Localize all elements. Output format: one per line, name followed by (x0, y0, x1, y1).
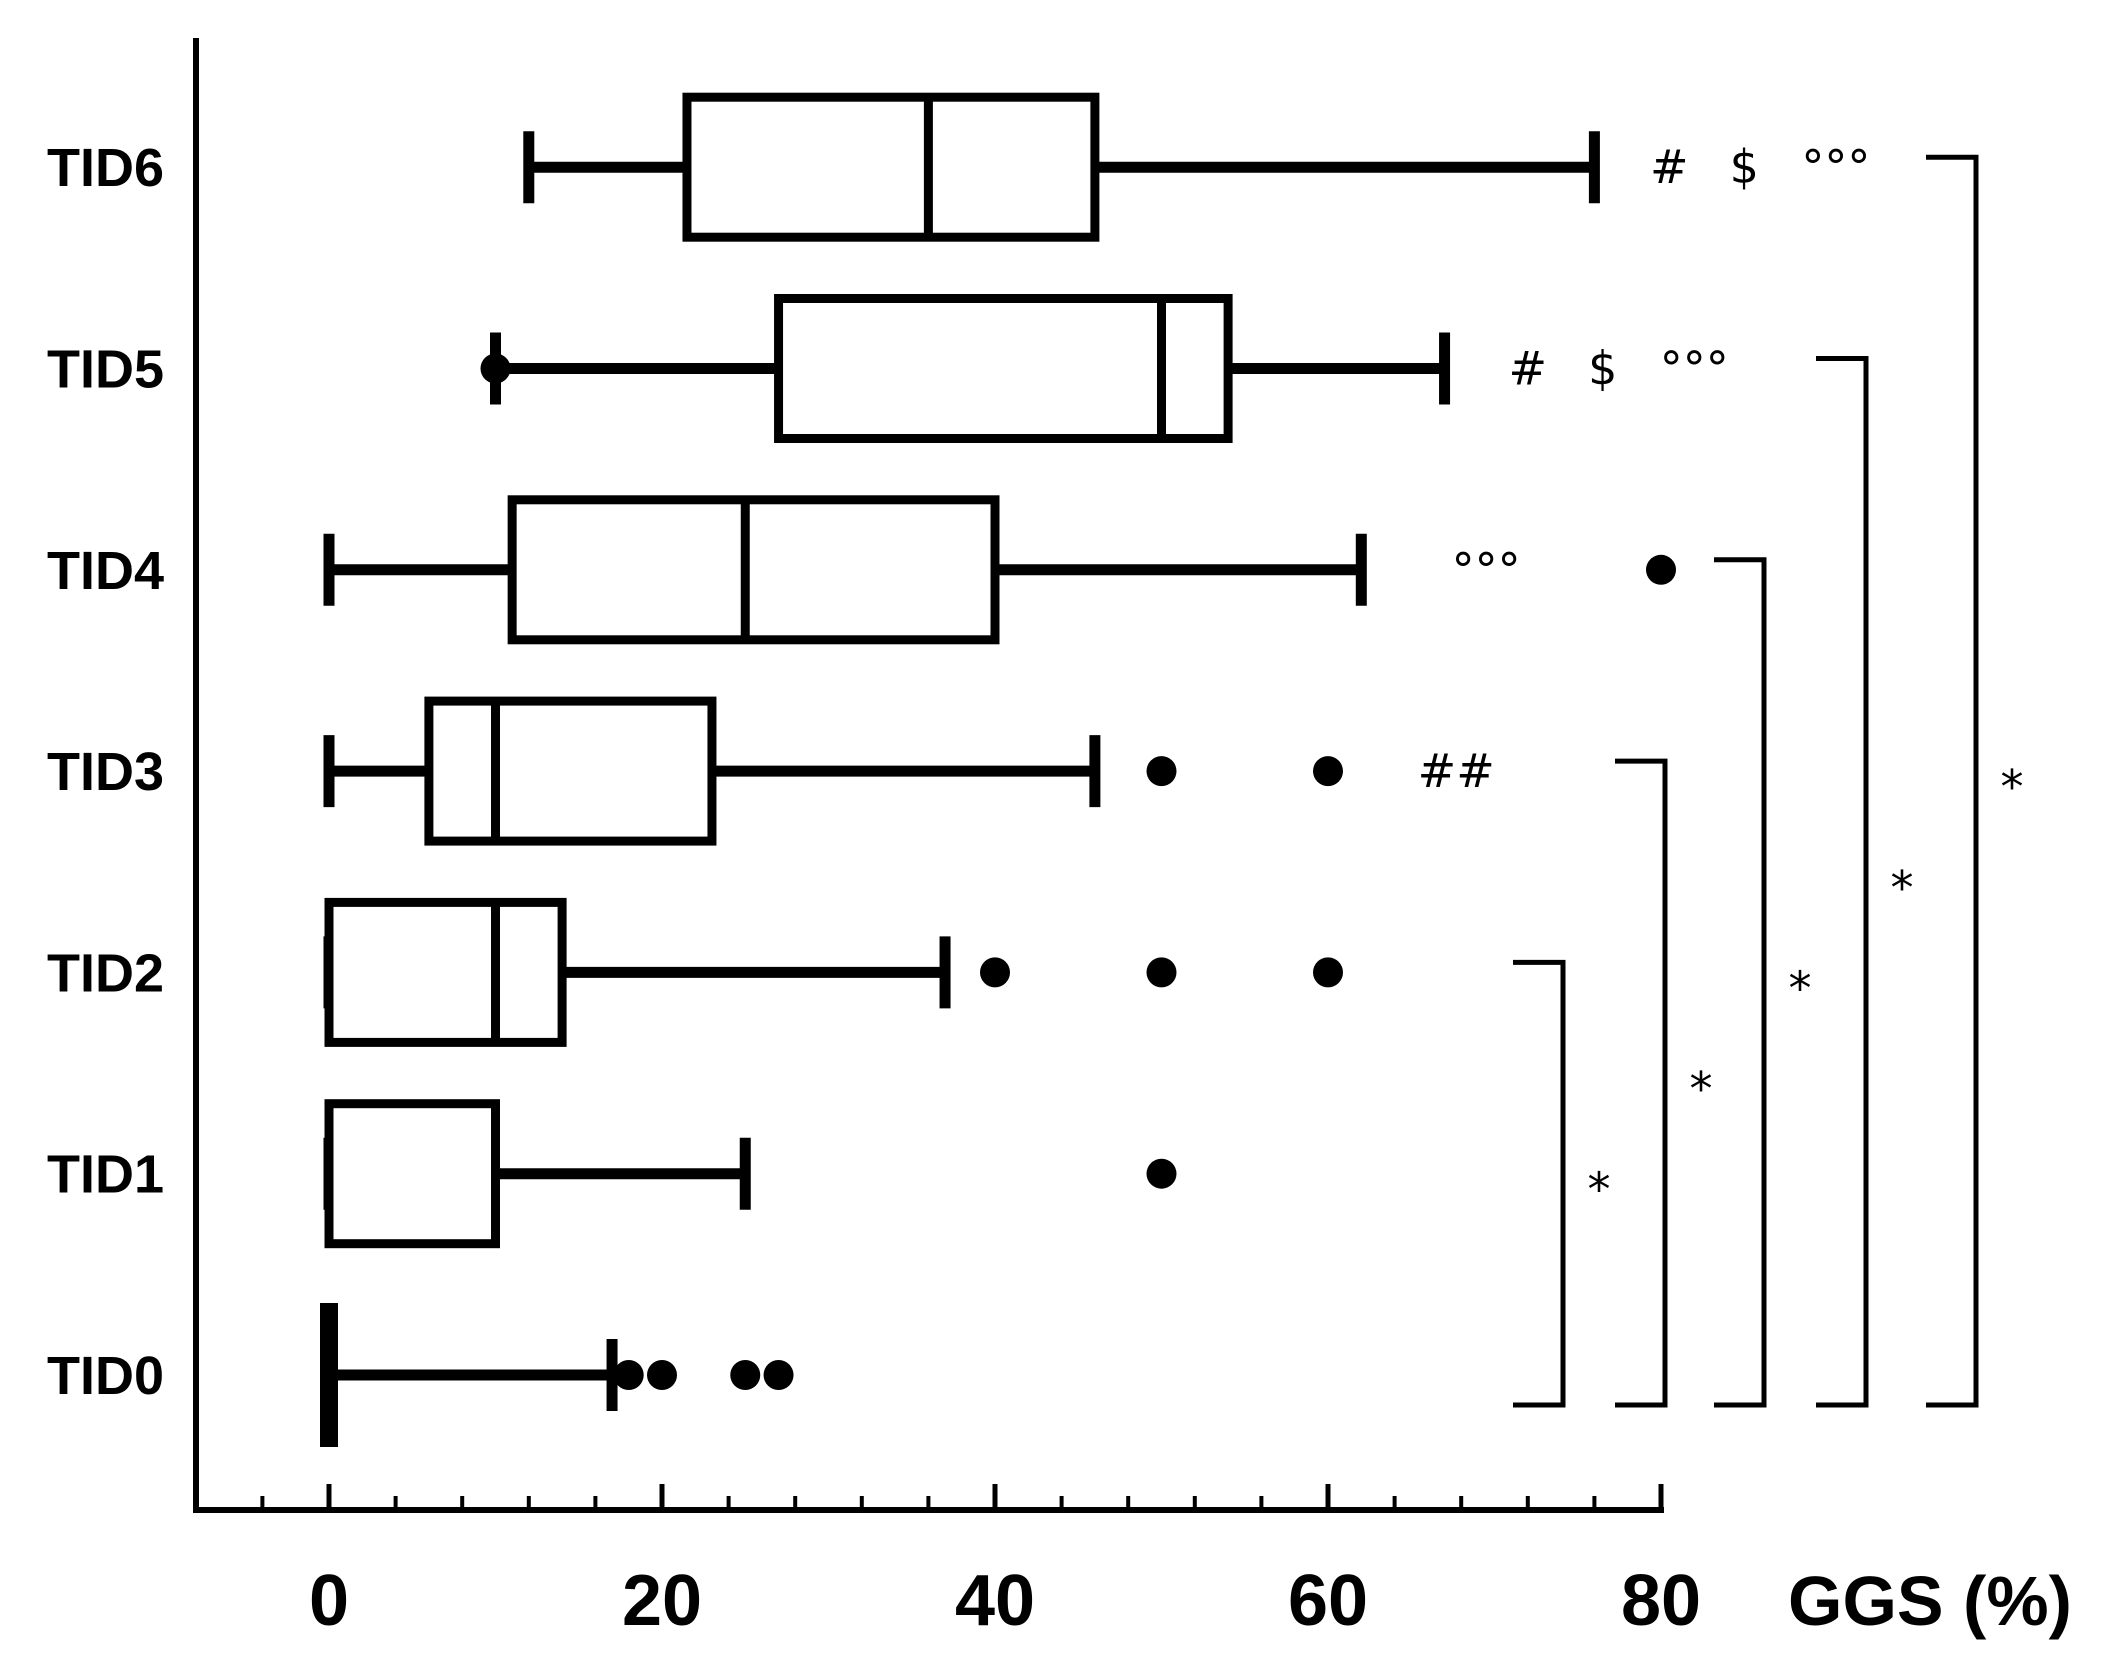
bracket-label: * (2001, 760, 2024, 814)
bracket-label: * (1588, 1163, 1611, 1217)
box-tid1 (323, 1099, 751, 1249)
bracket-tid3 (1615, 758, 1668, 1408)
outlier-point (730, 1360, 761, 1390)
x-tick-label: 60 (1288, 1561, 1368, 1641)
category-label-tid2: TID2 (47, 943, 164, 1003)
x-tick-label: 40 (955, 1561, 1035, 1641)
iqr-box (682, 92, 1100, 242)
axes: 0 20 40 60 80 (193, 38, 1701, 1641)
box-tid2 (323, 897, 951, 1047)
outlier-point (1313, 957, 1343, 988)
category-label-tid3: TID3 (47, 742, 164, 802)
bracket-tid6 (1926, 154, 1979, 1408)
iqr-box (507, 495, 1000, 645)
category-label-tid0: TID0 (47, 1346, 164, 1406)
box-tid4 (323, 495, 1367, 645)
outlier-point (647, 1360, 677, 1390)
outlier-point (1313, 756, 1343, 787)
iqr-box (774, 294, 1233, 443)
annotation-tid5: $ (1588, 342, 1617, 396)
annotation-tid6: °°° (1801, 140, 1870, 194)
box-tid0 (320, 1303, 618, 1447)
annotation-tid3: ## (1418, 744, 1495, 798)
iqr-box (324, 1099, 500, 1249)
significance-brackets: * * * * * (1513, 154, 2024, 1408)
category-label-tid5: TID5 (47, 340, 164, 400)
box-tid3 (323, 696, 1101, 846)
category-label-tid1: TID1 (47, 1145, 164, 1205)
bracket-label: * (1891, 861, 1914, 915)
annotation-tid6: # (1650, 140, 1689, 194)
bracket-tid2 (1513, 959, 1566, 1408)
significance-annotations: # $ °°° # $ °°° °°° ## (1418, 140, 1871, 798)
category-label-tid4: TID4 (47, 541, 164, 601)
annotation-tid5: # (1509, 342, 1548, 396)
outlier-point (1146, 957, 1177, 988)
bracket-label: * (1789, 961, 1812, 1015)
box-tid5 (490, 294, 1451, 443)
annotation-tid4: °°° (1452, 543, 1521, 597)
outlier-point (480, 353, 511, 384)
annotation-tid5: °°° (1660, 342, 1729, 396)
category-label-tid6: TID6 (47, 138, 164, 198)
category-labels: TID0 TID1 TID2 TID3 TID4 TID5 TID6 (47, 138, 164, 1406)
x-axis-title: GGS (%) (1788, 1562, 2072, 1640)
bracket-tid4 (1714, 557, 1767, 1408)
annotation-tid6: $ (1730, 140, 1759, 194)
outlier-point (763, 1360, 794, 1390)
iqr-box (424, 696, 717, 846)
iqr-box (324, 897, 567, 1047)
outlier-point (1146, 1158, 1177, 1189)
x-tick-label: 20 (622, 1561, 702, 1641)
outlier-point (980, 957, 1010, 988)
bracket-tid5 (1816, 356, 1869, 1408)
outliers (480, 353, 1676, 1390)
outlier-point (1146, 756, 1177, 787)
box-tid6 (523, 92, 1600, 242)
boxes (320, 92, 1600, 1447)
x-tick-label: 0 (309, 1561, 349, 1641)
outlier-point (1646, 554, 1676, 585)
outlier-point (613, 1360, 644, 1390)
x-tick-label: 80 (1621, 1561, 1701, 1641)
bracket-label: * (1690, 1062, 1713, 1116)
